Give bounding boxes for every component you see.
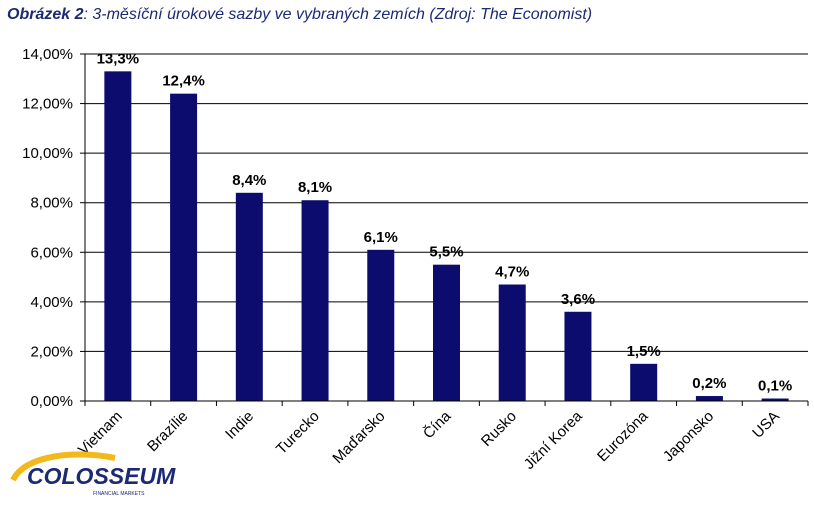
data-label: 8,4% (232, 172, 266, 189)
y-tick-label: 6,00% (30, 244, 73, 261)
data-label: 13,3% (97, 50, 140, 67)
y-tick-label: 10,00% (22, 145, 73, 162)
y-tick-label: 8,00% (30, 195, 73, 212)
caption-label: Obrázek 2 (7, 6, 84, 23)
bar (301, 200, 329, 401)
bar (367, 249, 395, 401)
bar (170, 93, 198, 402)
bar (630, 363, 658, 401)
data-labels: 13,3% 12,4% 8,4% 8,1% 6,1% 5,5% 4,7% 3,6% 1,5% 0,… (97, 50, 793, 394)
x-tick-label: USA (749, 408, 783, 442)
bar (235, 192, 263, 401)
data-label: 5,5% (429, 244, 463, 261)
x-tick-label: Brazílie (144, 408, 191, 455)
y-tick-label: 4,00% (30, 294, 73, 311)
x-tick-label: Turecko (273, 408, 323, 458)
data-label: 4,7% (495, 264, 529, 281)
x-tick-label: Jižní Korea (521, 407, 587, 473)
data-label: 0,2% (692, 375, 726, 392)
y-tick-label: 0,00% (30, 393, 73, 410)
y-tick-label: 12,00% (22, 96, 73, 113)
bar (433, 264, 460, 401)
y-tick-label: 2,00% (30, 343, 73, 360)
chart-caption: Obrázek 2: 3-měsíční úrokové sazby ve vy… (7, 6, 592, 24)
bar (695, 396, 723, 401)
colosseum-logo: COLOSSEUM FINANCIAL MARKETS (10, 451, 176, 497)
bar (564, 311, 592, 401)
y-tick-label: 14,00% (22, 46, 73, 63)
axes (84, 54, 809, 406)
bar (104, 71, 132, 401)
data-label: 12,4% (162, 73, 205, 90)
x-tick-label: Čína (420, 407, 455, 442)
logo-wordmark: COLOSSEUM (27, 463, 176, 489)
caption-text: : 3-měsíční úrokové sazby ve vybraných z… (83, 6, 593, 23)
x-tick-label: Japonsko (660, 408, 717, 465)
bar (498, 284, 526, 401)
x-tick-label: Maďarsko (329, 408, 388, 467)
logo-tagline: FINANCIAL MARKETS (93, 491, 145, 497)
x-tick-label: Eurozóna (594, 407, 652, 465)
logo-swoosh (10, 451, 116, 482)
data-label: 8,1% (298, 179, 332, 196)
x-axis-ticks: Vietnam Brazílie Indie Turecko Maďarsko Čína R… (75, 407, 783, 473)
data-label: 6,1% (364, 229, 398, 246)
data-label: 3,6% (561, 291, 595, 308)
data-label: 0,1% (758, 378, 792, 395)
bar (761, 398, 789, 401)
gridlines (85, 53, 808, 352)
x-tick-label: Indie (222, 408, 257, 443)
x-tick-label: Rusko (478, 408, 520, 450)
y-axis-ticks: 0,00% 2,00% 4,00% 6,00% 8,00% 10,00% 12,00% 14,… (22, 46, 85, 410)
data-label: 1,5% (627, 343, 661, 360)
bars (104, 71, 789, 402)
